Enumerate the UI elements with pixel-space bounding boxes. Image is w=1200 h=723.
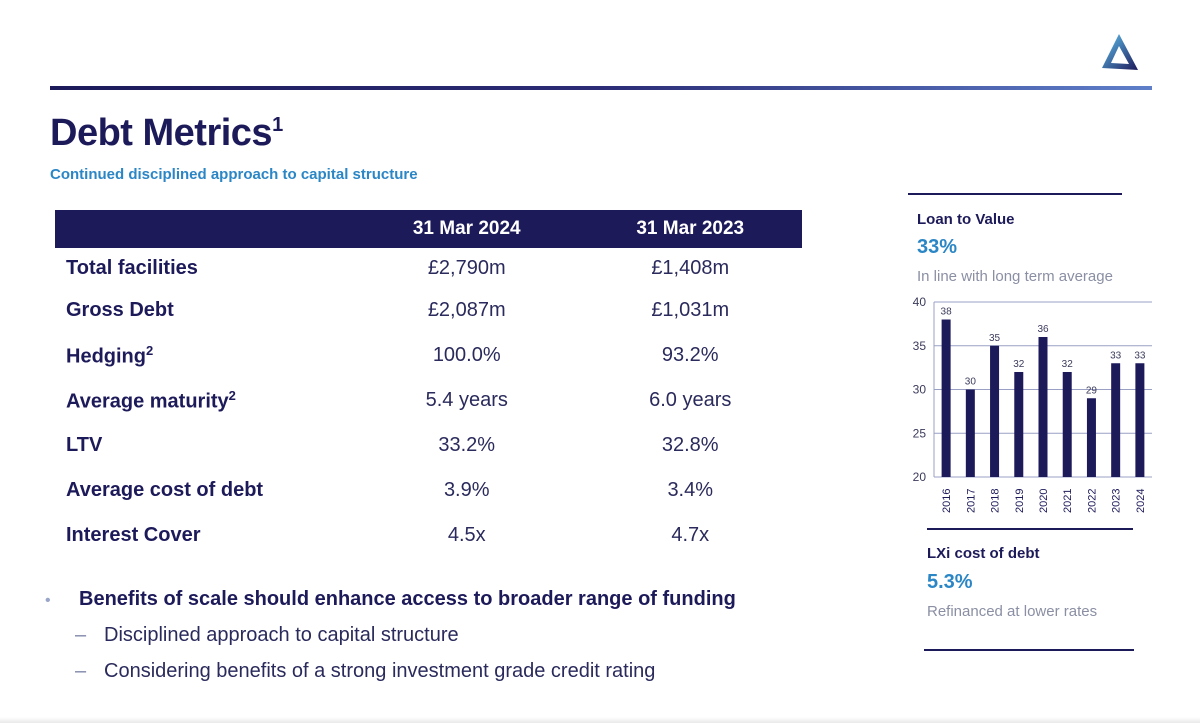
- row-label: Total facilities: [66, 256, 198, 279]
- bar-2016: [941, 319, 951, 477]
- data-label-2016: 38: [941, 307, 953, 318]
- ltv-note: In line with long term average: [917, 268, 1113, 285]
- y-tick-label: 40: [913, 295, 927, 309]
- bar-2017: [965, 389, 975, 477]
- cost-of-debt-label: LXi cost of debt: [927, 545, 1040, 562]
- row-label: Gross Debt: [66, 299, 174, 321]
- row-value-2023: 4.7x: [671, 524, 710, 546]
- column-header-2024: 31 Mar 2024: [355, 210, 579, 248]
- table-row: LTV 33.2% 32.8%: [55, 423, 802, 468]
- x-tick-label-2023: 2023: [1111, 489, 1123, 513]
- row-value-2023: 32.8%: [661, 434, 719, 456]
- x-tick-label-2022: 2022: [1086, 489, 1098, 513]
- footnote-marker: 2: [146, 342, 154, 358]
- table-row: Average cost of debt 3.9% 3.4%: [55, 468, 802, 513]
- bar-2022: [1086, 398, 1096, 477]
- data-label-2018: 35: [989, 333, 1001, 344]
- x-tick-label-2019: 2019: [1014, 489, 1026, 513]
- panel-rule-bottom: [924, 649, 1134, 651]
- column-header-2023: 31 Mar 2023: [578, 210, 802, 248]
- row-value-2024: £2,087m: [427, 299, 506, 321]
- row-label: LTV: [66, 434, 103, 456]
- row-value-2023: 3.4%: [667, 479, 714, 501]
- column-header-label: [55, 210, 355, 248]
- panel-rule-top: [908, 193, 1122, 195]
- bullet-list: • Benefits of scale should enhance acces…: [45, 588, 825, 683]
- bullet-main-text: Benefits of scale should enhance access …: [79, 588, 736, 610]
- bullet-sub-text: Disciplined approach to capital structur…: [104, 624, 459, 646]
- table-row: Hedging2 100.0% 93.2%: [55, 333, 802, 378]
- row-label: Interest Cover: [66, 524, 201, 546]
- bullet-sub-text: Considering benefits of a strong investm…: [104, 660, 656, 682]
- bullet-dot-icon: •: [45, 592, 51, 609]
- bar-2023: [1111, 363, 1121, 477]
- bullet-sub: – Disciplined approach to capital struct…: [45, 624, 825, 647]
- data-label-2024: 33: [1134, 350, 1146, 361]
- dash-icon: –: [75, 624, 87, 646]
- table-header-row: 31 Mar 2024 31 Mar 2023: [55, 210, 802, 248]
- page-subtitle: Continued disciplined approach to capita…: [50, 166, 418, 183]
- header-rule: [50, 86, 1152, 90]
- x-tick-label-2016: 2016: [941, 489, 953, 513]
- x-tick-label-2020: 2020: [1038, 489, 1050, 513]
- bar-2019: [1014, 372, 1024, 477]
- data-label-2019: 32: [1013, 359, 1025, 370]
- table-row: Total facilities £2,790m £1,408m: [55, 248, 802, 288]
- bar-2020: [1038, 337, 1048, 477]
- row-label: Average cost of debt: [66, 479, 264, 501]
- row-label: Hedging2: [66, 342, 154, 368]
- y-tick-label: 35: [913, 339, 927, 353]
- row-value-2024: 33.2%: [438, 434, 496, 456]
- panel-rule-middle: [927, 528, 1133, 530]
- table-row: Average maturity2 5.4 years 6.0 years: [55, 378, 802, 423]
- data-label-2022: 29: [1086, 385, 1098, 396]
- bullet-sub: – Considering benefits of a strong inves…: [45, 660, 825, 683]
- x-tick-label-2024: 2024: [1135, 489, 1147, 513]
- row-value-2023: £1,408m: [651, 256, 730, 279]
- row-value-2024: 100.0%: [432, 344, 501, 366]
- table-row: Gross Debt £2,087m £1,031m: [55, 288, 802, 333]
- bar-2024: [1135, 363, 1145, 477]
- table-row: Interest Cover 4.5x 4.7x: [55, 513, 802, 558]
- y-tick-label: 25: [913, 426, 927, 440]
- y-tick-label: 30: [913, 383, 927, 397]
- footer-shadow: [0, 717, 1200, 723]
- row-value-2023: 93.2%: [661, 344, 719, 366]
- row-value-2024: 5.4 years: [425, 389, 508, 411]
- cost-of-debt-value: 5.3%: [927, 571, 973, 593]
- ltv-label: Loan to Value: [917, 211, 1015, 228]
- footnote-marker: 2: [228, 387, 236, 403]
- ltv-bar-chart: 20 25 30 35 40 38 2016 30 2017 35 2018 32 2019 36 2020…: [913, 295, 1152, 513]
- dash-icon: –: [75, 660, 87, 682]
- bullet-main: • Benefits of scale should enhance acces…: [45, 588, 825, 611]
- row-label: Average maturity2: [66, 387, 236, 413]
- page-title: Debt Metrics1: [50, 112, 283, 154]
- debt-metrics-table: 31 Mar 2024 31 Mar 2023 Total facilities…: [55, 210, 802, 558]
- x-tick-label-2018: 2018: [990, 489, 1002, 513]
- row-value-2023: £1,031m: [651, 299, 730, 321]
- data-label-2017: 30: [965, 377, 977, 388]
- ltv-value: 33%: [917, 236, 958, 258]
- bar-2021: [1062, 372, 1072, 477]
- row-value-2024: 4.5x: [447, 524, 486, 546]
- x-tick-label-2017: 2017: [965, 489, 977, 513]
- row-value-2023: 6.0 years: [649, 389, 732, 411]
- cost-of-debt-note: Refinanced at lower rates: [927, 603, 1098, 620]
- y-tick-label: 20: [913, 470, 927, 484]
- row-value-2024: 3.9%: [443, 479, 490, 501]
- triangle-logo-icon: [1102, 34, 1138, 70]
- data-label-2023: 33: [1110, 350, 1122, 361]
- row-value-2024: £2,790m: [427, 256, 506, 279]
- data-label-2020: 36: [1037, 324, 1049, 335]
- data-label-2021: 32: [1062, 359, 1074, 370]
- bar-2018: [990, 345, 1000, 477]
- x-tick-label-2021: 2021: [1062, 489, 1074, 513]
- title-footnote-marker: 1: [272, 114, 283, 136]
